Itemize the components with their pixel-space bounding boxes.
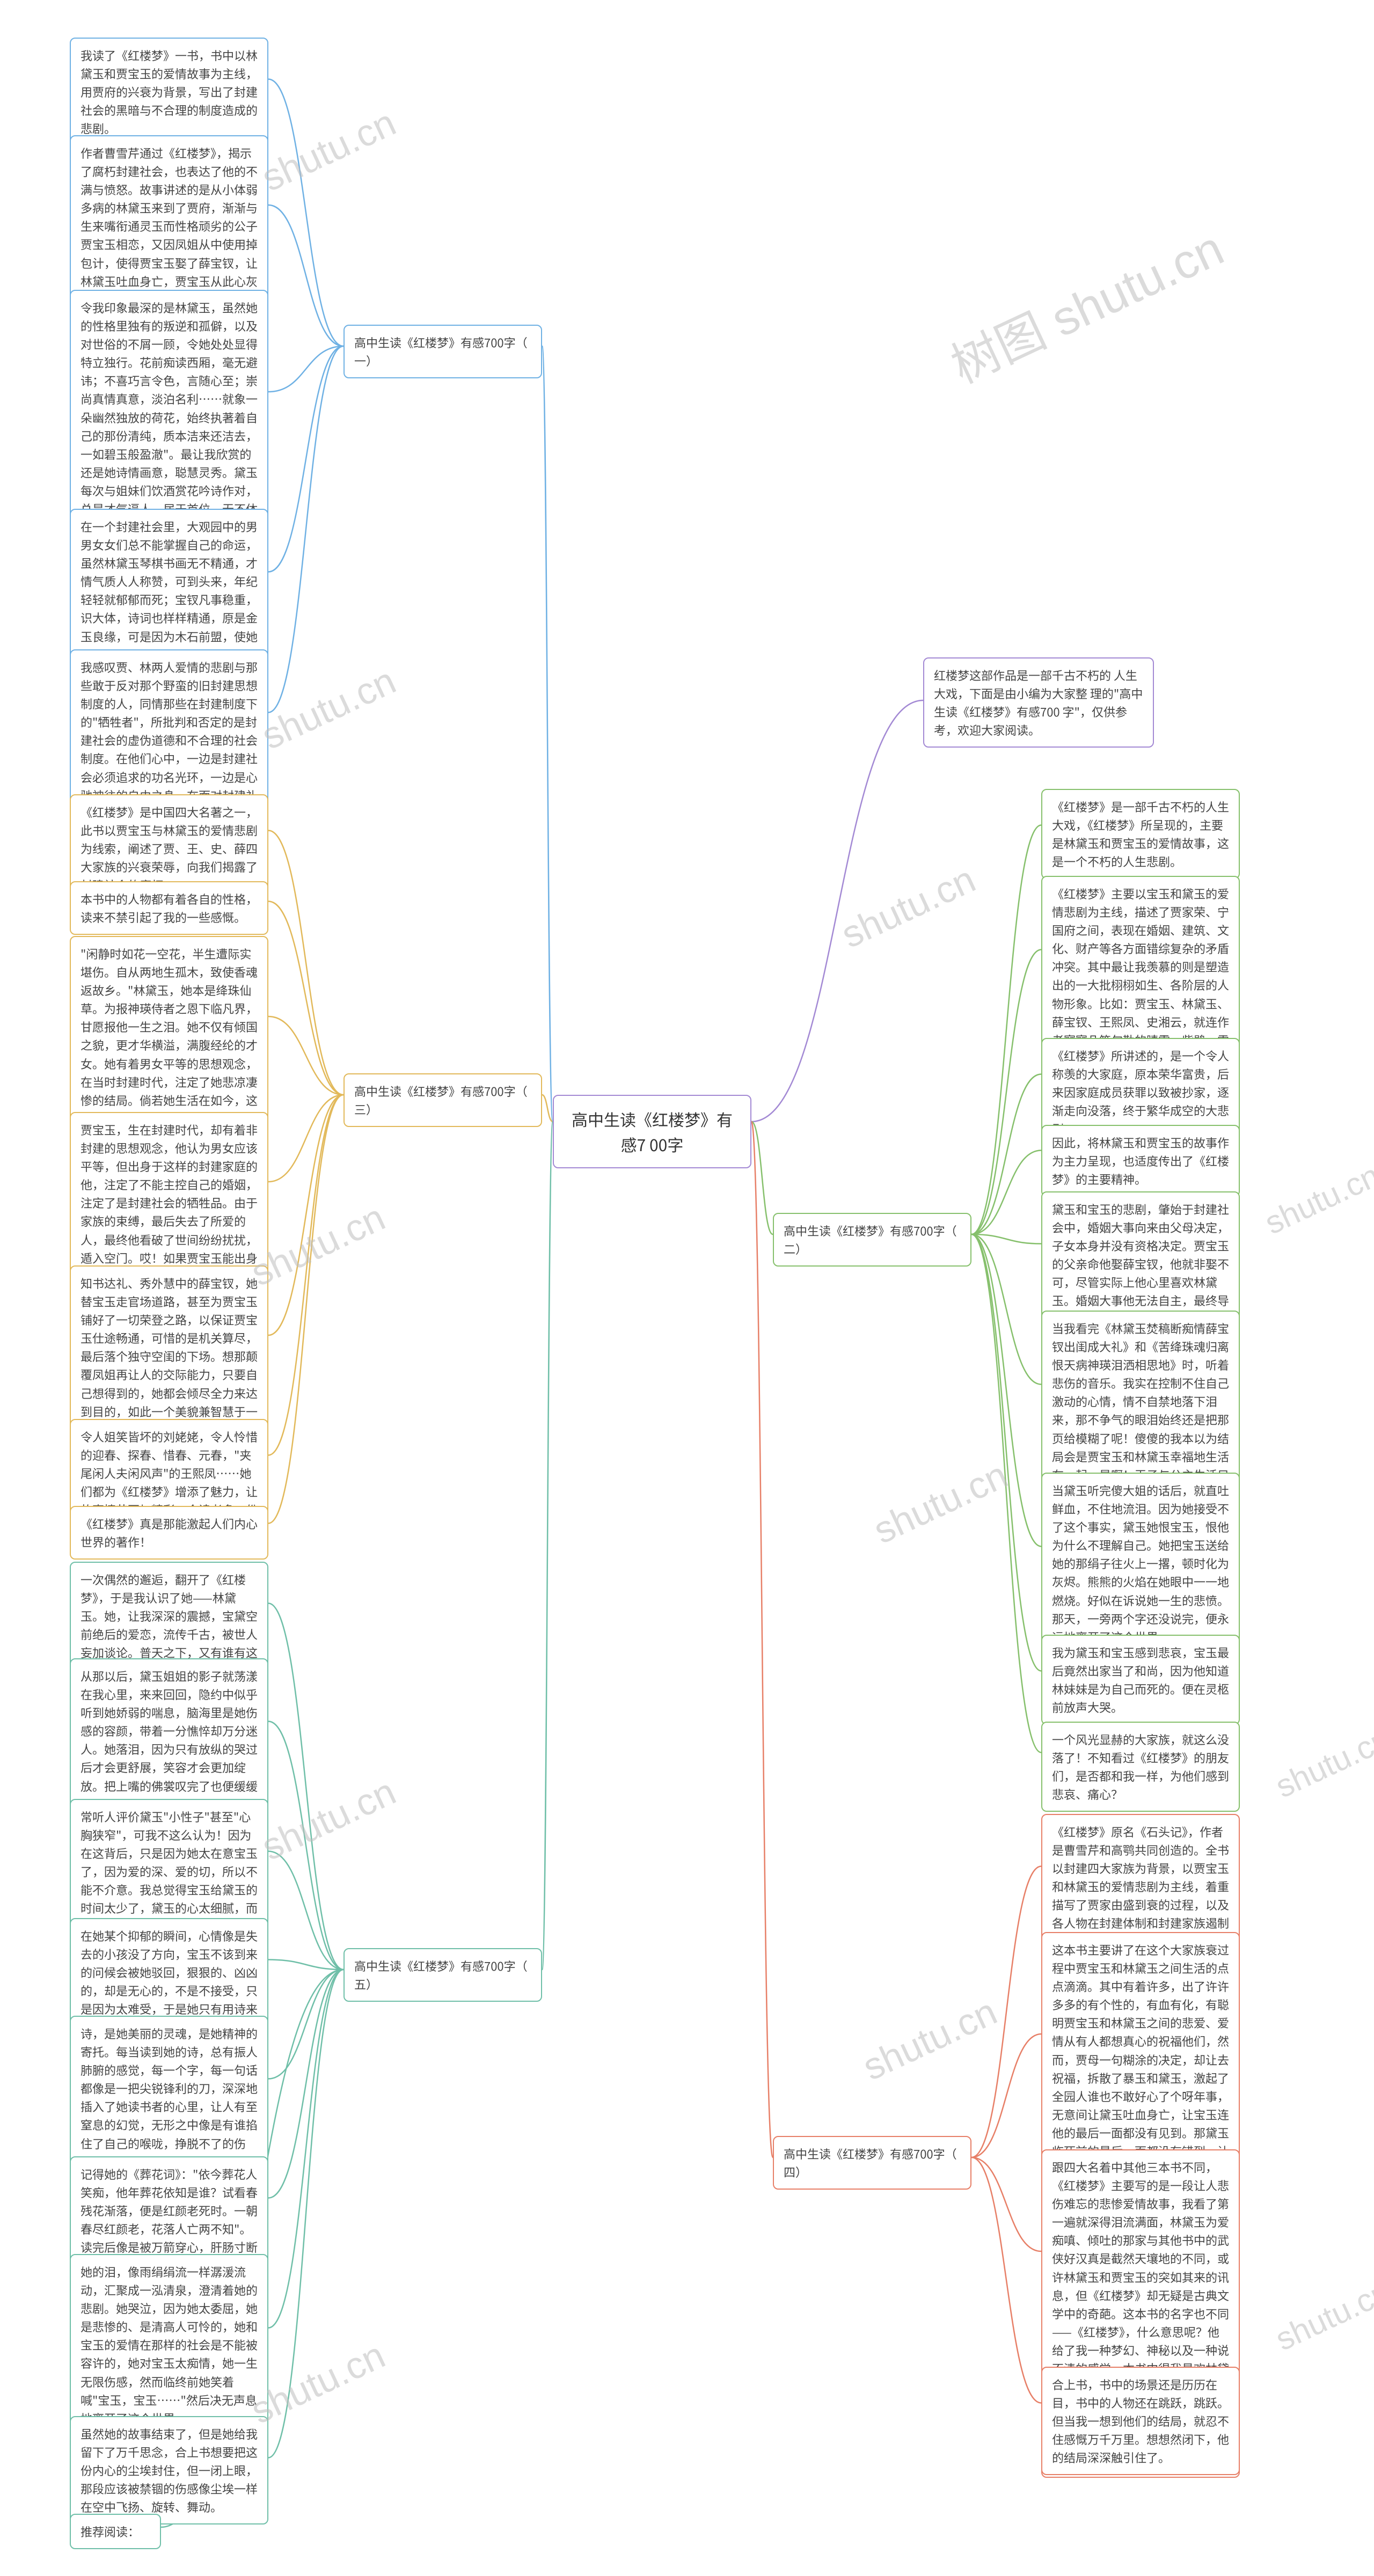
watermark: shutu.cn xyxy=(856,1990,1003,2089)
leaf-node: 我为黛玉和宝玉感到悲哀，宝玉最后竟然出家当了和尚，因为他知道林妹妹是为自己而死的… xyxy=(1041,1635,1240,1725)
branch-title: 高中生读《红楼梦》有感700字（ 一） xyxy=(344,325,542,378)
watermark: shutu.cn xyxy=(1259,1157,1374,1241)
branch-title: 高中生读《红楼梦》有感700字（ 五） xyxy=(344,1948,542,2002)
watermark: shutu.cn xyxy=(255,659,402,758)
leaf-node: 当黛玉听完傻大姐的话后，就直吐鲜血，不住地流泪。因为她接受不了这个事实，黛玉她恨… xyxy=(1041,1473,1240,1655)
branch-title: 高中生读《红楼梦》有感700字（ 四） xyxy=(773,2136,971,2190)
leaf-node: 因此，将林黛玉和贾宝玉的故事作为主力呈现，也适度传出了《红楼梦》的主要精神。 xyxy=(1041,1125,1240,1197)
branch-title: 高中生读《红楼梦》有感700字（ 二） xyxy=(773,1213,971,1267)
watermark: shutu.cn xyxy=(255,1770,402,1869)
watermark: shutu.cn xyxy=(255,101,402,200)
watermark: shutu.cn xyxy=(835,858,982,956)
watermark: shutu.cn xyxy=(867,1453,1014,1552)
root-node: 高中生读《红楼梦》有感7 00字 xyxy=(553,1095,751,1168)
leaf-node: 《红楼梦》真是那能激起人们内心世界的著作！ xyxy=(70,1506,268,1560)
leaf-node: 一个风光显赫的大家族，就这么没落了！不知看过《红楼梦》的朋友们，是否都和我一样，… xyxy=(1041,1722,1240,1812)
watermark: 树图 shutu.cn xyxy=(938,210,1233,397)
leaf-node: 虽然她的故事结束了，但是她给我留下了万千思念，合上书想要把这份内心的尘埃封住，但… xyxy=(70,2416,268,2524)
intro-node: 红楼梦这部作品是一部千古不朽的 人生大戏，下面是由小编为大家整 理的"高中生读《… xyxy=(923,657,1154,748)
leaf-node: 推荐阅读： xyxy=(70,2514,161,2549)
leaf-node: 我读了《红楼梦》一书，书中以林黛玉和贾宝玉的爱情故事为主线，用贾府的兴衰为背景，… xyxy=(70,38,268,146)
watermark: shutu.cn xyxy=(1270,2273,1374,2358)
leaf-node: 她的泪，像雨绢绢流一样潺湲流动，汇聚成一泓清泉，澄清着她的悲剧。她哭泣，因为她太… xyxy=(70,2254,268,2436)
leaf-node: 本书中的人物都有着各自的性格，读来不禁引起了我的一些感慨。 xyxy=(70,881,268,935)
leaf-node: 《红楼梦》是一部千古不朽的人生大戏，《红楼梦》所呈现的，主要是林黛玉和贾宝玉的爱… xyxy=(1041,789,1240,879)
branch-title: 高中生读《红楼梦》有感700字（ 三） xyxy=(344,1073,542,1127)
leaf-node: 合上书，书中的场景还是历历在目，书中的人物还在跳跃，跳跃。但当我一想到他们的结局… xyxy=(1041,2367,1240,2475)
watermark: shutu.cn xyxy=(1270,1720,1374,1805)
